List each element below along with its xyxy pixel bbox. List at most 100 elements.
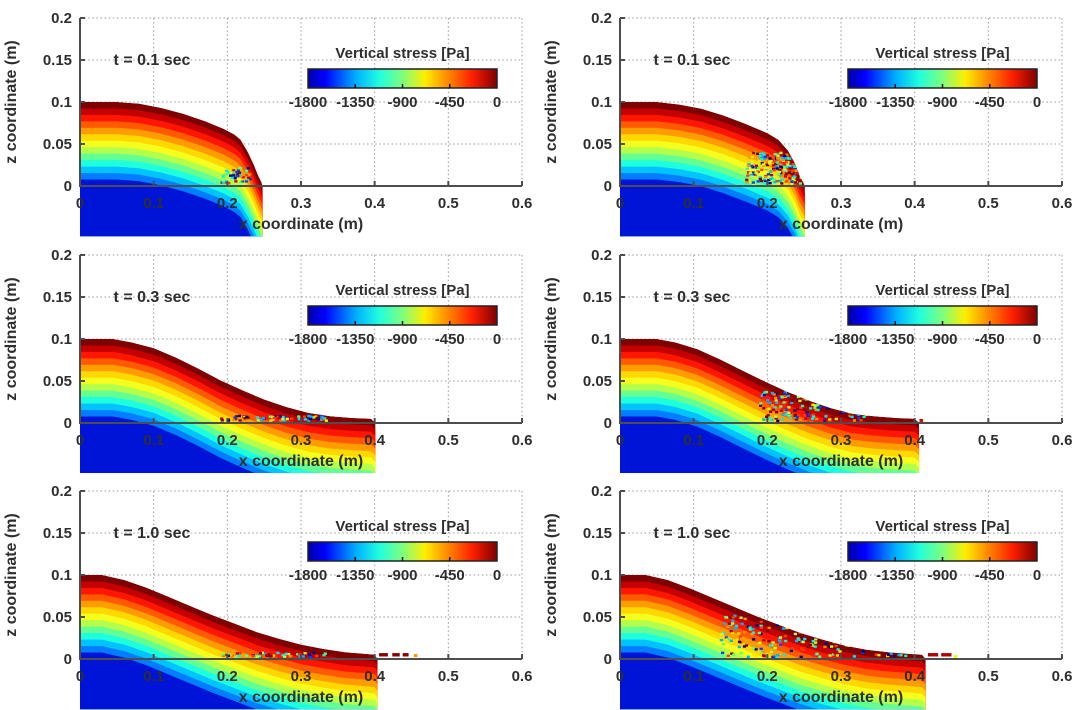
svg-text:0.6: 0.6 (1052, 195, 1073, 212)
svg-text:-450: -450 (435, 94, 465, 111)
time-label: t = 1.0 sec (114, 525, 191, 542)
runout-fragments (379, 653, 418, 658)
svg-text:0: 0 (64, 178, 72, 195)
svg-text:0.5: 0.5 (438, 195, 459, 212)
x-axis-label: x coordinate (m) (779, 453, 903, 470)
y-axis-label: z coordinate (m) (3, 40, 20, 163)
axes (79, 253, 523, 424)
svg-text:0.05: 0.05 (43, 609, 72, 626)
svg-text:-450: -450 (435, 331, 465, 348)
axes (79, 490, 523, 661)
svg-text:-1350: -1350 (876, 567, 914, 584)
svg-text:0.15: 0.15 (43, 289, 72, 306)
axes (619, 16, 1063, 187)
svg-text:-900: -900 (927, 94, 957, 111)
svg-text:0.5: 0.5 (438, 668, 459, 685)
svg-text:0: 0 (493, 567, 501, 584)
svg-text:0: 0 (616, 195, 624, 212)
x-tick-labels: 0 0.1 0.2 0.3 0.4 0.5 0.6 (76, 668, 533, 685)
colorbar: Vertical stress [Pa] -1800 -1350 -900 -450 0 (829, 518, 1041, 584)
svg-text:0.3: 0.3 (291, 668, 312, 685)
y-axis-label: z coordinate (m) (3, 514, 20, 637)
svg-text:0.15: 0.15 (43, 525, 72, 542)
svg-text:0.1: 0.1 (143, 432, 164, 449)
stress-band-field (620, 575, 926, 710)
x-tick-labels: 0 0.1 0.2 0.3 0.4 0.5 0.6 (76, 195, 533, 212)
y-tick-labels: 0 0.05 0.1 0.15 0.2 (43, 247, 72, 432)
colorbar-title: Vertical stress [Pa] (875, 45, 1009, 62)
svg-text:-1800: -1800 (289, 331, 327, 348)
svg-text:0.6: 0.6 (512, 195, 533, 212)
x-axis-label: x coordinate (m) (779, 216, 903, 233)
svg-text:-1800: -1800 (289, 567, 327, 584)
subplot-t0.1sec-left: 0 0.1 0.2 0.3 0.4 0.5 0.6 0 0.05 0.1 0.15 0.2 x coor… (0, 0, 540, 237)
svg-text:-900: -900 (387, 94, 417, 111)
colorbar-title: Vertical stress [Pa] (335, 282, 469, 299)
svg-text:0.3: 0.3 (831, 432, 852, 449)
x-tick-labels: 0 0.1 0.2 0.3 0.4 0.5 0.6 (76, 432, 533, 449)
x-axis-label: x coordinate (m) (239, 216, 363, 233)
svg-text:0.05: 0.05 (583, 136, 612, 153)
axes (619, 490, 1063, 661)
svg-text:0.3: 0.3 (831, 668, 852, 685)
svg-text:0.2: 0.2 (591, 247, 612, 264)
svg-text:0.6: 0.6 (512, 668, 533, 685)
svg-text:-1800: -1800 (829, 331, 867, 348)
runout-fragments (927, 653, 958, 659)
svg-text:-1800: -1800 (289, 94, 327, 111)
axes (619, 253, 1063, 424)
svg-text:-1800: -1800 (829, 567, 867, 584)
svg-text:0.1: 0.1 (143, 668, 164, 685)
subplot-svg: 0 0.1 0.2 0.3 0.4 0.5 0.600.050.10.150.2x coor… (543, 247, 1073, 474)
svg-text:0: 0 (1033, 567, 1041, 584)
x-tick-labels: 0 0.1 0.2 0.3 0.4 0.5 0.6 (616, 432, 1073, 449)
svg-text:0.3: 0.3 (291, 432, 312, 449)
runout-fragments (919, 418, 924, 422)
svg-text:0: 0 (604, 178, 612, 195)
colorbar: Vertical stress [Pa] -1800 -1350 -900 -450 0 (289, 282, 501, 348)
stress-band-field (620, 338, 920, 474)
x-axis-label: x coordinate (m) (239, 689, 363, 706)
subplot-t0.3sec-left: 0 0.1 0.2 0.3 0.4 0.5 0.6 0 0.05 0.1 0.15 0.2 x coor… (0, 237, 540, 474)
svg-text:-900: -900 (927, 567, 957, 584)
stress-band-field (80, 338, 376, 474)
svg-text:0.2: 0.2 (591, 483, 612, 500)
colorbar: Vertical stress [Pa] -1800 -1350 -900 -450 0 (829, 282, 1041, 348)
y-tick-labels: 0 0.05 0.1 0.15 0.2 (583, 483, 612, 668)
svg-text:0.4: 0.4 (364, 432, 385, 449)
svg-text:0.1: 0.1 (683, 668, 704, 685)
svg-text:-1350: -1350 (336, 331, 374, 348)
svg-text:-1350: -1350 (876, 94, 914, 111)
svg-text:0: 0 (493, 94, 501, 111)
svg-text:0.1: 0.1 (683, 195, 704, 212)
stress-noise-speckles (745, 150, 804, 186)
subplot-t0.3sec-right: 0 0.1 0.2 0.3 0.4 0.5 0.6 0 0.05 0.1 0.15 0.2 x coor… (540, 237, 1080, 474)
svg-text:0.1: 0.1 (591, 94, 612, 111)
stress-band-field (80, 101, 263, 237)
svg-text:-1350: -1350 (336, 567, 374, 584)
svg-text:0: 0 (1033, 331, 1041, 348)
svg-text:0.3: 0.3 (291, 195, 312, 212)
svg-text:0.2: 0.2 (51, 247, 72, 264)
subplot-svg: 0 0.1 0.2 0.3 0.4 0.5 0.600.050.10.150.2x coor… (543, 483, 1072, 710)
y-tick-labels: 0 0.05 0.1 0.15 0.2 (583, 10, 612, 195)
svg-text:-900: -900 (387, 567, 417, 584)
svg-text:0: 0 (604, 415, 612, 432)
colorbar: Vertical stress [Pa] -1800 -1350 -900 -450 0 (829, 45, 1041, 111)
svg-text:0.2: 0.2 (757, 668, 778, 685)
svg-text:0.1: 0.1 (51, 567, 72, 584)
y-axis-label: z coordinate (m) (543, 514, 560, 637)
svg-text:0.2: 0.2 (591, 10, 612, 27)
svg-text:0.2: 0.2 (51, 10, 72, 27)
svg-text:0.2: 0.2 (217, 432, 238, 449)
stress-band-field (620, 101, 805, 237)
colorbar-title: Vertical stress [Pa] (875, 282, 1009, 299)
subplot-t1.0sec-right: 0 0.1 0.2 0.3 0.4 0.5 0.6 0 0.05 0.1 0.15 0.2 x coor… (540, 473, 1080, 710)
y-axis-label: z coordinate (m) (543, 40, 560, 163)
stress-band-field (80, 575, 378, 710)
svg-text:0.4: 0.4 (904, 195, 925, 212)
svg-text:0.05: 0.05 (583, 609, 612, 626)
svg-text:0: 0 (76, 432, 84, 449)
svg-text:0.4: 0.4 (904, 432, 925, 449)
x-tick-labels: 0 0.1 0.2 0.3 0.4 0.5 0.6 (616, 195, 1073, 212)
